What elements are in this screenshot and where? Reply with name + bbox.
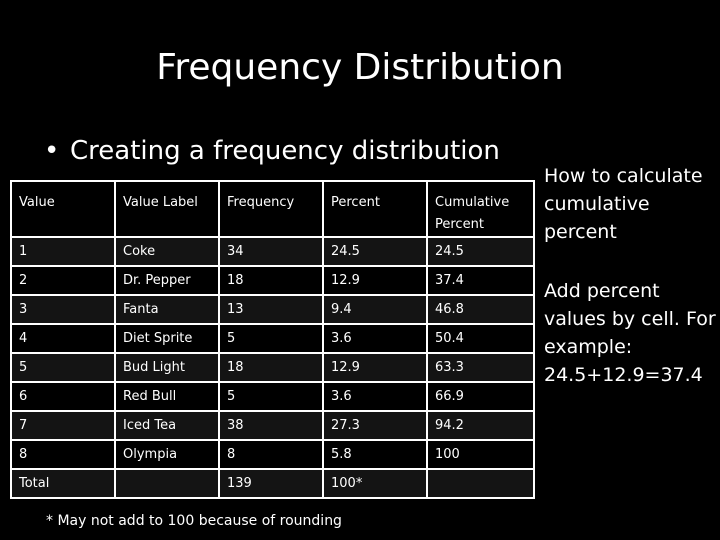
cell-cumulative: 66.9 (426, 381, 535, 412)
slide-title: Frequency Distribution (156, 47, 564, 88)
cell-percent: 3.6 (322, 323, 428, 354)
cell-percent: 3.6 (322, 381, 428, 412)
side-note-example: Add percent values by cell. For example:… (544, 280, 716, 386)
cell-frequency: 5 (218, 323, 324, 354)
table-row: 6 Red Bull 5 3.6 66.9 (10, 381, 535, 412)
cell-value: 1 (10, 236, 116, 267)
footnote: * May not add to 100 because of rounding (46, 513, 342, 529)
cell-total-frequency: 139 (218, 468, 324, 499)
cell-cumulative: 50.4 (426, 323, 535, 354)
cell-frequency: 18 (218, 352, 324, 383)
table-row: 1 Coke 34 24.5 24.5 (10, 236, 535, 267)
cell-frequency: 8 (218, 439, 324, 470)
table-total-row: Total 139 100* (10, 468, 535, 499)
cell-percent: 12.9 (322, 265, 428, 296)
header-percent: Percent (322, 180, 428, 238)
table-row: 8 Olympia 8 5.8 100 (10, 439, 535, 470)
cell-percent: 24.5 (322, 236, 428, 267)
cell-label: Iced Tea (114, 410, 220, 441)
bullet-marker: • (44, 136, 60, 166)
header-value-label: Value Label (114, 180, 220, 238)
cell-value: 7 (10, 410, 116, 441)
cell-value: 8 (10, 439, 116, 470)
cell-cumulative: 100 (426, 439, 535, 470)
cell-total-percent: 100* (322, 468, 428, 499)
header-frequency: Frequency (218, 180, 324, 238)
cell-value: 3 (10, 294, 116, 325)
cell-percent: 27.3 (322, 410, 428, 441)
cell-value: 2 (10, 265, 116, 296)
cell-cumulative: 37.4 (426, 265, 535, 296)
cell-frequency: 38 (218, 410, 324, 441)
cell-percent: 5.8 (322, 439, 428, 470)
table-row: 4 Diet Sprite 5 3.6 50.4 (10, 323, 535, 354)
cell-cumulative: 46.8 (426, 294, 535, 325)
cell-cumulative (426, 468, 535, 499)
cell-label: Diet Sprite (114, 323, 220, 354)
cell-cumulative: 24.5 (426, 236, 535, 267)
table-row: 2 Dr. Pepper 18 12.9 37.4 (10, 265, 535, 296)
bullet-point: • Creating a frequency distribution (44, 134, 500, 168)
cell-label: Fanta (114, 294, 220, 325)
bullet-text: Creating a frequency distribution (70, 136, 500, 166)
cell-frequency: 18 (218, 265, 324, 296)
cell-frequency: 34 (218, 236, 324, 267)
cell-value: 6 (10, 381, 116, 412)
cell-label: Olympia (114, 439, 220, 470)
cell-label: Coke (114, 236, 220, 267)
cell-label: Red Bull (114, 381, 220, 412)
table-row: 3 Fanta 13 9.4 46.8 (10, 294, 535, 325)
cell-frequency: 5 (218, 381, 324, 412)
cell-total-label: Total (10, 468, 116, 499)
cell-percent: 9.4 (322, 294, 428, 325)
cell-value: 4 (10, 323, 116, 354)
cell-percent: 12.9 (322, 352, 428, 383)
header-value: Value (10, 180, 116, 238)
cell-cumulative: 63.3 (426, 352, 535, 383)
table-row: 5 Bud Light 18 12.9 63.3 (10, 352, 535, 383)
cell-cumulative: 94.2 (426, 410, 535, 441)
cell-label: Dr. Pepper (114, 265, 220, 296)
side-note-how-to: How to calculate cumulative percent (544, 165, 703, 243)
table-header-row: Value Value Label Frequency Percent Cumu… (10, 180, 535, 238)
cell-value: 5 (10, 352, 116, 383)
frequency-table: Value Value Label Frequency Percent Cumu… (10, 180, 535, 499)
header-cumulative-percent: Cumulative Percent (426, 180, 535, 238)
cell-label (114, 468, 220, 499)
cell-label: Bud Light (114, 352, 220, 383)
table-row: 7 Iced Tea 38 27.3 94.2 (10, 410, 535, 441)
cell-frequency: 13 (218, 294, 324, 325)
